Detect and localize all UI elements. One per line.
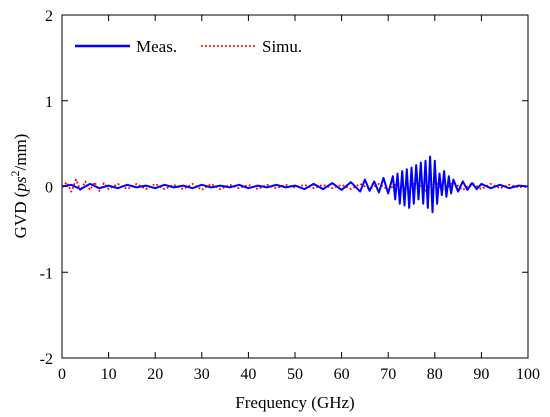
y-tick-label: 2 <box>45 8 53 25</box>
x-tick-label: 50 <box>287 366 303 383</box>
y-axis-title-suffix: /mm) <box>11 134 30 171</box>
y-tick-label: 0 <box>45 180 53 197</box>
legend-label-simu: Simu. <box>262 37 302 56</box>
y-axis-title-prefix: GVD ( <box>11 191 30 238</box>
x-tick-label: 80 <box>427 366 443 383</box>
x-tick-label: 70 <box>380 366 396 383</box>
y-axis-title-var: ps <box>11 176 30 193</box>
y-axis-title: GVD (ps2/mm) <box>8 134 30 239</box>
x-tick-label: 10 <box>101 366 117 383</box>
x-tick-label: 60 <box>334 366 350 383</box>
x-tick-label: 20 <box>147 366 163 383</box>
axis-ticks: 0 10 20 30 40 50 60 70 80 90 100 -2 -1 0 1 2 <box>40 8 540 383</box>
x-tick-label: 30 <box>194 366 210 383</box>
x-tick-label: 100 <box>516 366 540 383</box>
y-tick-label: -2 <box>40 351 53 368</box>
x-tick-label: 40 <box>240 366 256 383</box>
legend-label-meas: Meas. <box>136 37 177 56</box>
y-axis-title-sup: 2 <box>8 170 22 176</box>
x-tick-label: 90 <box>473 366 489 383</box>
x-axis-title: Frequency (GHz) <box>235 393 354 412</box>
legend: Meas. Simu. <box>75 37 302 56</box>
series-lines <box>61 155 529 214</box>
y-tick-label: 1 <box>45 94 53 111</box>
y-tick-label: -1 <box>40 265 53 282</box>
x-tick-label: 0 <box>58 366 66 383</box>
series-line-meas <box>61 155 529 214</box>
